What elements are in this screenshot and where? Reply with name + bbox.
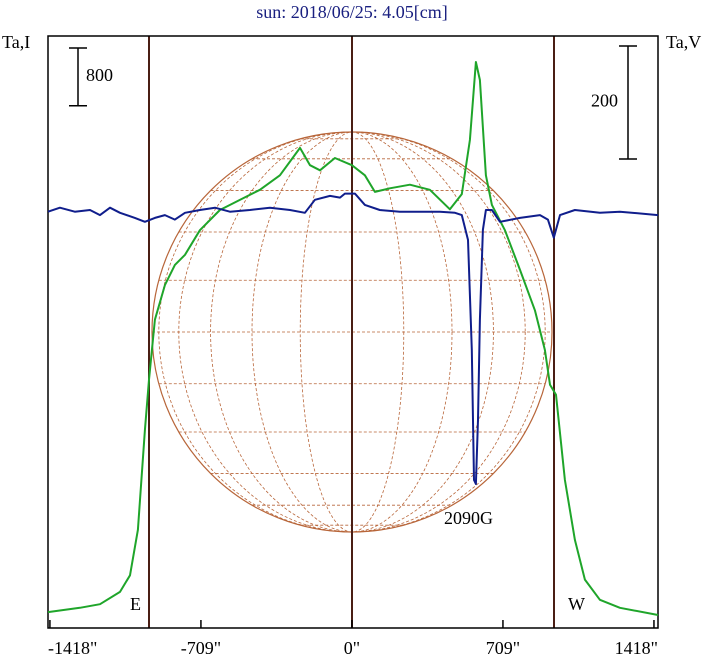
x-tick-label: -1418"	[48, 638, 97, 658]
y2-axis-label: Ta,V	[666, 32, 701, 52]
x-tick-label: 709"	[486, 638, 520, 658]
y-axis-label: Ta,I	[2, 32, 30, 52]
data-line	[47, 61, 659, 616]
chart-title: sun: 2018/06/25: 4.05[cm]	[256, 2, 448, 22]
annotation: W	[568, 594, 585, 614]
x-tick-label: 1418"	[615, 638, 658, 658]
plot-frame	[47, 35, 659, 629]
annotation: E	[130, 594, 141, 614]
annotation: 2090G	[444, 508, 493, 528]
scale-bar-label: 800	[86, 65, 113, 85]
data-line	[47, 192, 659, 485]
scale-bar-label: 200	[591, 91, 618, 111]
x-tick-label: 0"	[344, 638, 360, 658]
x-tick-label: -709"	[181, 638, 221, 658]
